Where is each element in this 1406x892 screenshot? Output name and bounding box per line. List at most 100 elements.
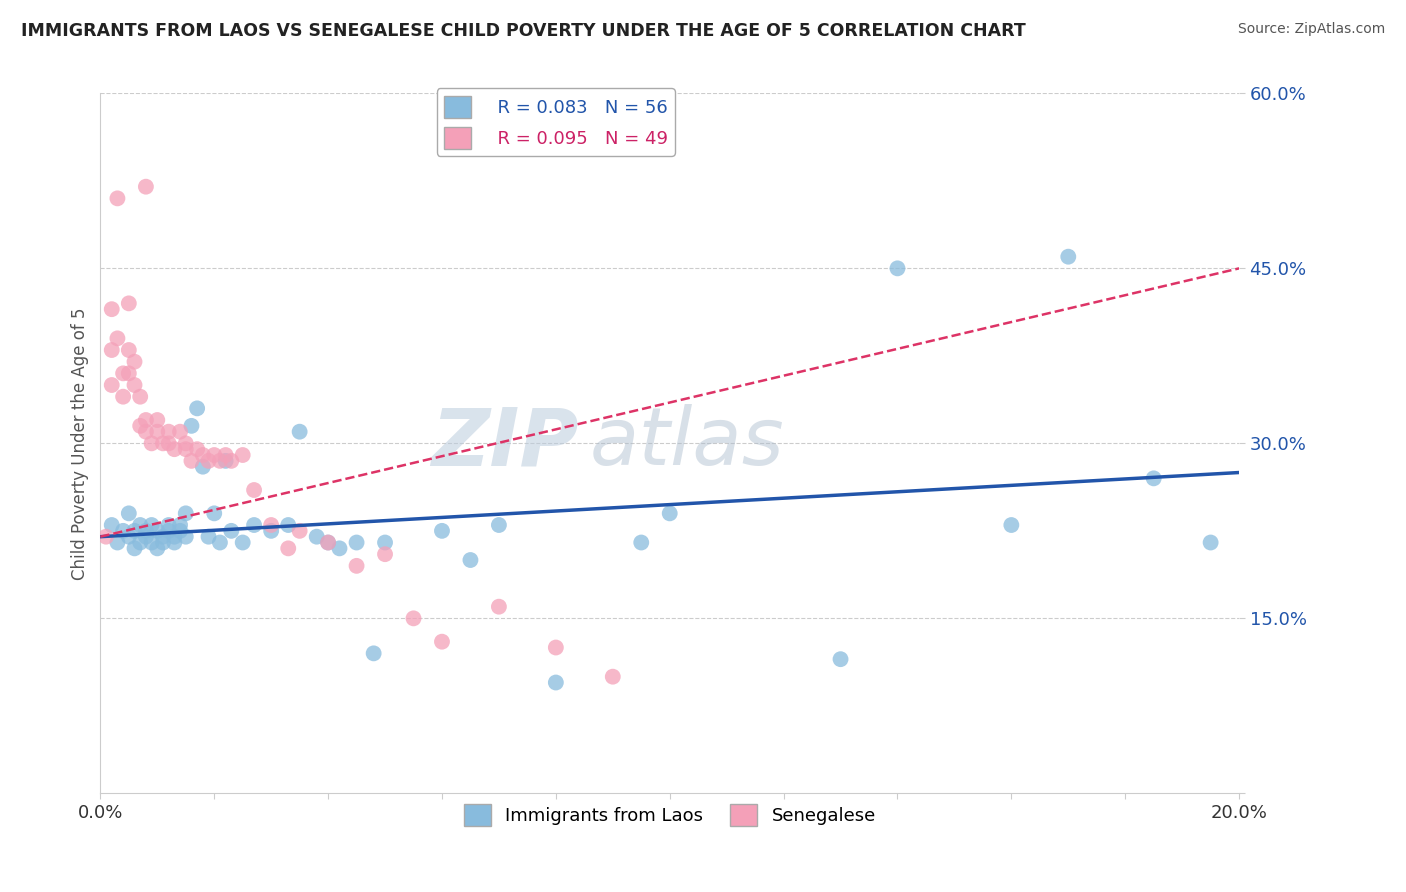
Point: [124, 524, 146, 538]
Point: [260, 518, 283, 533]
Point: [107, 331, 129, 345]
Text: atlas: atlas: [591, 404, 785, 483]
Point: [208, 454, 231, 468]
Point: [277, 541, 299, 556]
Point: [157, 518, 180, 533]
Point: [118, 530, 141, 544]
Point: [163, 442, 186, 457]
Point: [288, 524, 311, 538]
Point: [100, 343, 122, 357]
Point: [221, 454, 243, 468]
Point: [169, 518, 191, 533]
Point: [124, 354, 146, 368]
Point: [152, 436, 174, 450]
Point: [460, 553, 482, 567]
Point: [288, 425, 311, 439]
Point: [100, 518, 122, 533]
Point: [135, 524, 157, 538]
Point: [174, 436, 197, 450]
Point: [197, 454, 219, 468]
Point: [180, 454, 202, 468]
Point: [208, 535, 231, 549]
Point: [135, 413, 157, 427]
Point: [169, 425, 191, 439]
Point: [186, 442, 208, 457]
Point: [146, 425, 169, 439]
Point: [118, 367, 141, 381]
Point: [157, 436, 180, 450]
Point: [157, 425, 180, 439]
Point: [129, 418, 152, 433]
Point: [305, 530, 328, 544]
Point: [1143, 471, 1166, 485]
Point: [141, 535, 163, 549]
Point: [658, 507, 681, 521]
Point: [260, 524, 283, 538]
Point: [430, 524, 453, 538]
Point: [100, 378, 122, 392]
Point: [214, 448, 236, 462]
Point: [135, 425, 157, 439]
Point: [135, 530, 157, 544]
Point: [544, 640, 567, 655]
Point: [1000, 518, 1022, 533]
Point: [202, 448, 225, 462]
Y-axis label: Child Poverty Under the Age of 5: Child Poverty Under the Age of 5: [72, 307, 89, 580]
Point: [112, 524, 135, 538]
Point: [169, 524, 191, 538]
Point: [214, 454, 236, 468]
Point: [118, 343, 141, 357]
Point: [328, 541, 350, 556]
Point: [141, 518, 163, 533]
Point: [830, 652, 852, 666]
Point: [152, 535, 174, 549]
Point: [232, 535, 254, 549]
Point: [630, 535, 652, 549]
Point: [221, 524, 243, 538]
Point: [363, 646, 385, 660]
Point: [402, 611, 425, 625]
Point: [129, 390, 152, 404]
Point: [118, 296, 141, 310]
Point: [316, 535, 339, 549]
Point: [180, 418, 202, 433]
Point: [163, 530, 186, 544]
Point: [191, 459, 214, 474]
Point: [232, 448, 254, 462]
Point: [1057, 250, 1080, 264]
Point: [346, 558, 368, 573]
Point: [316, 535, 339, 549]
Point: [129, 518, 152, 533]
Point: [346, 535, 368, 549]
Point: [107, 535, 129, 549]
Point: [277, 518, 299, 533]
Point: [186, 401, 208, 416]
Point: [1199, 535, 1222, 549]
Point: [163, 535, 186, 549]
Point: [544, 675, 567, 690]
Point: [100, 302, 122, 317]
Point: [374, 547, 396, 561]
Point: [197, 530, 219, 544]
Point: [146, 524, 169, 538]
Point: [488, 518, 510, 533]
Point: [488, 599, 510, 614]
Point: [146, 413, 169, 427]
Point: [152, 530, 174, 544]
Point: [118, 507, 141, 521]
Point: [886, 261, 908, 276]
Point: [430, 634, 453, 648]
Point: [141, 436, 163, 450]
Point: [124, 541, 146, 556]
Point: [124, 378, 146, 392]
Point: [135, 179, 157, 194]
Point: [243, 518, 266, 533]
Text: Source: ZipAtlas.com: Source: ZipAtlas.com: [1237, 22, 1385, 37]
Point: [202, 507, 225, 521]
Point: [374, 535, 396, 549]
Point: [157, 524, 180, 538]
Text: ZIP: ZIP: [432, 404, 579, 483]
Point: [174, 507, 197, 521]
Point: [94, 530, 117, 544]
Point: [107, 191, 129, 205]
